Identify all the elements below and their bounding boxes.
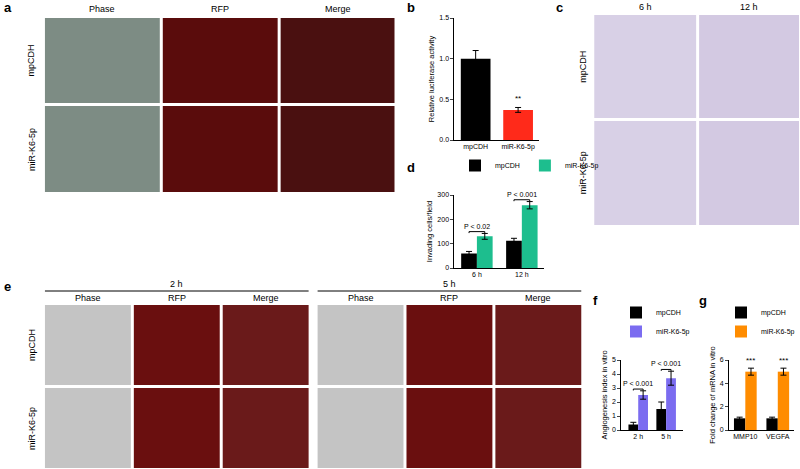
svg-text:miR-K6-5p: miR-K6-5p xyxy=(565,162,599,170)
svg-text:12 h: 12 h xyxy=(740,2,758,12)
svg-text:mpCDH: mpCDH xyxy=(27,329,37,361)
svg-text:300: 300 xyxy=(437,191,449,198)
svg-text:6 h: 6 h xyxy=(639,2,652,12)
svg-text:miR-K6-5p: miR-K6-5p xyxy=(656,328,690,336)
svg-text:RFP: RFP xyxy=(440,293,458,303)
svg-text:Relative luciferase activity: Relative luciferase activity xyxy=(427,36,436,123)
svg-text:P < 0.001: P < 0.001 xyxy=(623,380,653,387)
svg-text:MMP10: MMP10 xyxy=(733,433,757,440)
svg-text:100: 100 xyxy=(437,240,449,247)
svg-text:a: a xyxy=(4,0,12,15)
svg-text:0: 0 xyxy=(612,426,616,433)
svg-text:b: b xyxy=(407,0,415,15)
svg-text:5 h: 5 h xyxy=(661,433,671,440)
svg-text:***: *** xyxy=(779,356,788,365)
svg-text:6: 6 xyxy=(720,356,724,363)
svg-text:miR-K6-5p: miR-K6-5p xyxy=(27,407,37,450)
svg-text:Phase: Phase xyxy=(89,4,115,14)
svg-text:4: 4 xyxy=(720,380,724,387)
svg-text:Phase: Phase xyxy=(348,293,374,303)
svg-text:5 h: 5 h xyxy=(443,279,456,289)
svg-text:P < 0.02: P < 0.02 xyxy=(464,223,490,230)
svg-text:Merge: Merge xyxy=(525,293,551,303)
svg-text:1: 1 xyxy=(612,412,616,419)
svg-text:Invading cells/field: Invading cells/field xyxy=(425,201,434,262)
svg-text:0.0: 0.0 xyxy=(439,136,449,143)
svg-text:mpCDH: mpCDH xyxy=(463,143,488,151)
svg-text:1.0: 1.0 xyxy=(439,55,449,62)
svg-text:2 h: 2 h xyxy=(633,433,643,440)
svg-text:e: e xyxy=(4,279,11,294)
svg-text:6 h: 6 h xyxy=(472,271,482,278)
svg-text:12 h: 12 h xyxy=(515,271,529,278)
svg-text:mpCDH: mpCDH xyxy=(656,309,681,317)
svg-text:Merge: Merge xyxy=(325,4,351,14)
svg-text:4: 4 xyxy=(612,370,616,377)
svg-text:P < 0.001: P < 0.001 xyxy=(507,191,537,198)
svg-text:RFP: RFP xyxy=(211,4,229,14)
svg-text:5: 5 xyxy=(612,356,616,363)
svg-text:mpCDH: mpCDH xyxy=(578,51,588,83)
svg-text:**: ** xyxy=(515,94,521,103)
svg-text:0: 0 xyxy=(720,426,724,433)
svg-text:2 h: 2 h xyxy=(170,279,183,289)
svg-text:2: 2 xyxy=(720,403,724,410)
svg-text:***: *** xyxy=(746,356,755,365)
svg-text:0: 0 xyxy=(445,264,449,271)
svg-text:g: g xyxy=(699,293,707,308)
svg-text:mpCDH: mpCDH xyxy=(761,309,786,317)
svg-text:mpCDH: mpCDH xyxy=(26,44,36,76)
svg-text:f: f xyxy=(593,293,598,308)
svg-text:miR-K6-5p: miR-K6-5p xyxy=(501,143,535,151)
svg-text:200: 200 xyxy=(437,216,449,223)
svg-text:P < 0.001: P < 0.001 xyxy=(651,360,681,367)
svg-text:Angiogenesis index in vitro: Angiogenesis index in vitro xyxy=(600,350,609,439)
svg-text:Merge: Merge xyxy=(253,293,279,303)
svg-text:2: 2 xyxy=(612,398,616,405)
svg-text:3: 3 xyxy=(612,384,616,391)
svg-text:miR-K6-5p: miR-K6-5p xyxy=(761,328,795,336)
svg-text:mpCDH: mpCDH xyxy=(495,162,520,170)
svg-text:RFP: RFP xyxy=(168,293,186,303)
svg-text:d: d xyxy=(407,160,415,175)
svg-text:VEGFA: VEGFA xyxy=(766,433,790,440)
svg-text:Phase: Phase xyxy=(75,293,101,303)
svg-text:miR-K6-5p: miR-K6-5p xyxy=(27,128,37,171)
svg-text:c: c xyxy=(556,0,563,15)
svg-text:0.5: 0.5 xyxy=(439,96,449,103)
svg-text:miR-K6-5p: miR-K6-5p xyxy=(578,151,588,194)
svg-text:Fold change of mRNA in vitro: Fold change of mRNA in vitro xyxy=(708,346,717,444)
svg-text:1.5: 1.5 xyxy=(439,14,449,21)
